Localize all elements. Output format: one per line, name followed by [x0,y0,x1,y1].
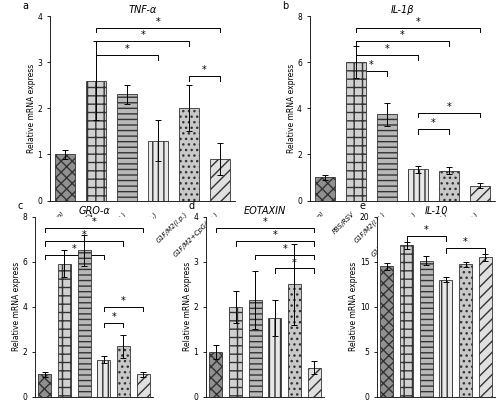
Bar [438,170,458,200]
Bar [249,300,262,397]
Bar [179,108,199,200]
Text: c: c [18,201,22,211]
Bar [470,186,490,200]
Bar [148,141,168,200]
Text: *: * [112,312,116,322]
Bar [288,284,301,397]
Text: *: * [446,102,451,112]
Title: TNF-α: TNF-α [128,5,157,15]
Bar [459,264,472,397]
Bar [315,177,335,200]
Bar [377,114,397,200]
Bar [210,159,230,200]
Text: *: * [82,231,86,241]
Text: *: * [125,45,130,54]
Text: *: * [262,217,268,227]
Text: b: b [282,1,288,11]
Bar [117,346,130,397]
Y-axis label: Relative mRNA express: Relative mRNA express [183,262,192,351]
Text: *: * [202,65,207,75]
Bar [400,245,413,397]
Text: *: * [431,118,436,128]
Bar [420,261,432,397]
Text: *: * [156,17,160,26]
Bar [210,352,222,397]
Bar [38,375,51,397]
Text: *: * [272,231,277,241]
Bar [78,250,90,397]
Text: a: a [22,1,28,11]
Bar [408,169,428,200]
Text: *: * [416,17,420,26]
Bar [98,360,110,397]
Text: e: e [360,201,366,211]
Bar [308,368,320,397]
Text: *: * [463,237,468,247]
Text: *: * [140,30,145,41]
Bar [117,95,138,200]
Bar [56,154,76,200]
Text: *: * [121,296,126,306]
Bar [58,264,71,397]
Bar [346,62,366,200]
Bar [86,81,106,200]
Title: IL-1β: IL-1β [390,5,414,15]
Bar [229,307,242,397]
Text: *: * [424,225,428,235]
Y-axis label: Relative mRNA express: Relative mRNA express [286,64,296,153]
Text: *: * [292,257,297,267]
Text: *: * [384,45,389,54]
Text: *: * [92,217,96,227]
Text: d: d [188,201,194,211]
Y-axis label: Relative mRNA express: Relative mRNA express [350,262,358,351]
Bar [440,280,452,397]
Title: EOTAXIN: EOTAXIN [244,206,286,216]
Bar [479,257,492,397]
Text: *: * [282,244,287,254]
Text: *: * [72,244,76,254]
Bar [268,318,281,397]
Y-axis label: Relative mRNA express: Relative mRNA express [27,64,36,153]
Text: *: * [369,61,374,71]
Text: *: * [400,30,404,41]
Title: GRO-α: GRO-α [78,206,110,216]
Title: IL-10: IL-10 [424,206,448,216]
Y-axis label: Relative mRNA express: Relative mRNA express [12,262,21,351]
Bar [136,375,149,397]
Bar [380,266,394,397]
